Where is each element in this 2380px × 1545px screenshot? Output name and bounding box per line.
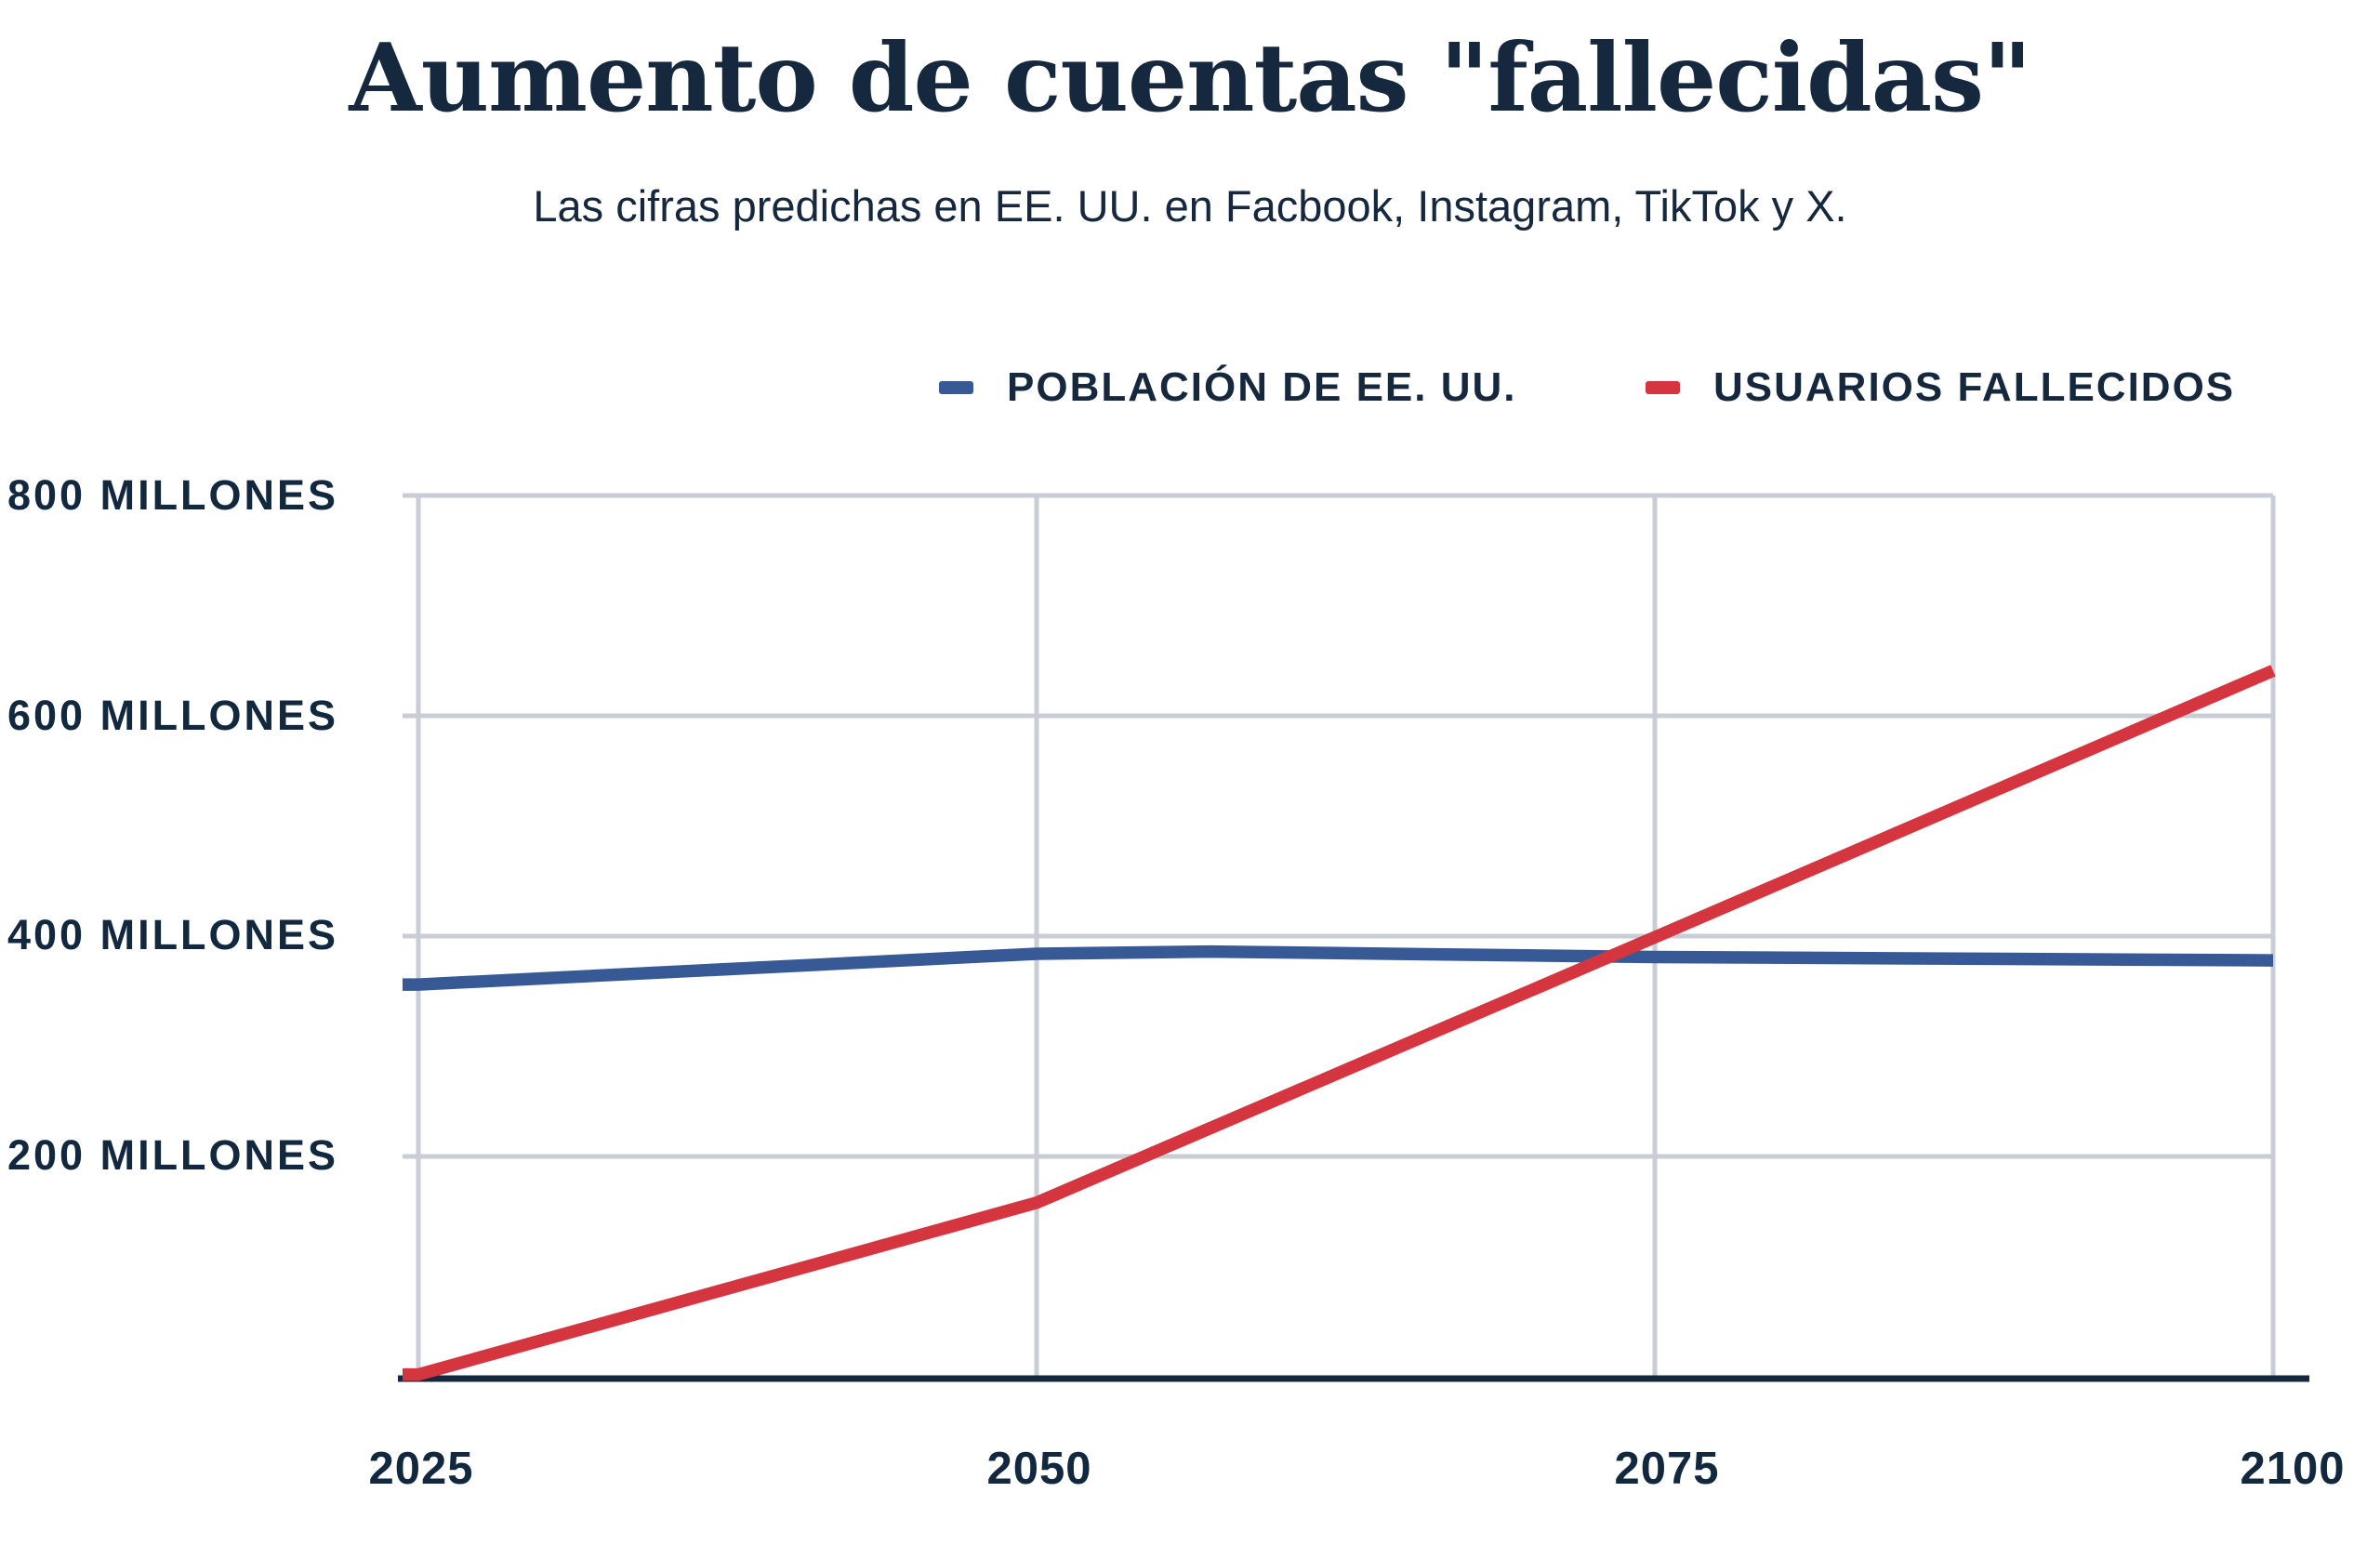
- x-axis-label-2075: 2075: [1614, 1444, 1720, 1494]
- y-axis-label-600-millones: 600 MILLONES: [7, 692, 339, 739]
- x-axis-label-2050: 2050: [986, 1444, 1092, 1494]
- page-subtitle: Las cifras predichas en EE. UU. en Facbo…: [533, 181, 1847, 231]
- y-axis-label-800-millones: 800 MILLONES: [7, 471, 339, 519]
- x-axis-label-2100: 2100: [2240, 1444, 2346, 1494]
- x-axis-label-2025: 2025: [368, 1444, 474, 1494]
- legend-item-poblacion: POBLACIÓN DE EE. UU.: [939, 364, 1517, 410]
- legend-swatch-fallecidos-icon: [1646, 381, 1680, 394]
- legend-item-fallecidos: USUARIOS FALLECIDOS: [1646, 364, 2235, 410]
- legend-swatch-poblacion-icon: [939, 381, 973, 394]
- legend-label-poblacion: POBLACIÓN DE EE. UU.: [1007, 364, 1517, 410]
- population-line: [403, 944, 2274, 991]
- y-axis-label-200-millones: 200 MILLONES: [7, 1131, 339, 1179]
- page-title: Aumento de cuentas "fallecidas": [349, 22, 2031, 133]
- y-axis-label-400-millones: 400 MILLONES: [7, 911, 339, 958]
- deceased-users-line: [403, 665, 2276, 1381]
- legend-label-fallecidos: USUARIOS FALLECIDOS: [1713, 364, 2236, 410]
